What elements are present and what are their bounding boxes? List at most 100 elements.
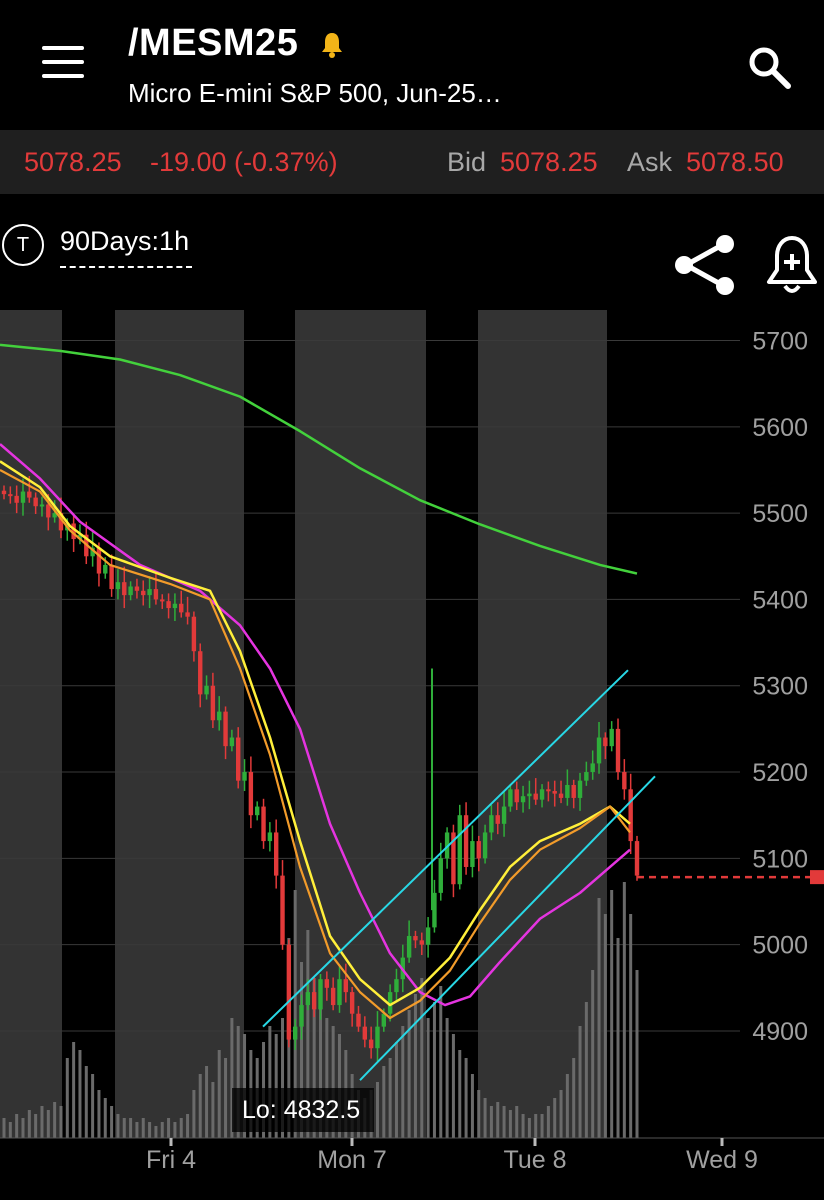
volume-bar xyxy=(337,1034,341,1138)
candle xyxy=(571,784,576,798)
volume-bar xyxy=(154,1126,158,1138)
candle xyxy=(438,858,443,893)
volume-bar xyxy=(325,1018,329,1138)
search-icon[interactable] xyxy=(746,44,792,90)
candle xyxy=(508,789,513,807)
y-tick-label: 5700 xyxy=(752,328,808,356)
volume-bar xyxy=(173,1122,177,1138)
volume-bar xyxy=(72,1042,76,1138)
candle xyxy=(444,832,450,859)
y-tick-label: 5200 xyxy=(752,759,808,787)
candle xyxy=(153,589,159,600)
volume-bar xyxy=(293,890,297,1138)
candle xyxy=(356,1013,361,1027)
candle xyxy=(533,793,538,800)
candle xyxy=(90,547,95,557)
symbol-description: Micro E-mini S&P 500, Jun-25… xyxy=(128,78,502,108)
volume-bar xyxy=(148,1122,152,1138)
volume-bar xyxy=(394,1042,398,1138)
y-tick-label: 5500 xyxy=(752,500,808,528)
volume-bar xyxy=(540,1114,544,1138)
chart-style-button[interactable]: T xyxy=(2,224,44,266)
candle xyxy=(362,1026,368,1040)
volume-bar xyxy=(597,898,601,1138)
volume-bar xyxy=(319,994,322,1138)
candle xyxy=(292,1026,298,1040)
timeframe-selector[interactable]: 90Days:1h xyxy=(60,226,190,256)
volume-bar xyxy=(413,994,417,1138)
symbol-title[interactable]: /MESM25 xyxy=(128,22,299,64)
candle xyxy=(204,685,209,695)
y-tick-label: 5000 xyxy=(752,932,808,960)
candle xyxy=(160,599,165,602)
low-label-text: Lo: 4832.5 xyxy=(242,1096,360,1124)
volume-bar xyxy=(464,1058,468,1138)
candle xyxy=(470,841,475,867)
candle xyxy=(248,772,254,816)
candle xyxy=(406,936,412,958)
channel-lower-line xyxy=(359,775,656,1081)
volume-bar xyxy=(78,1050,82,1138)
volume-bar xyxy=(281,1018,285,1138)
candle xyxy=(286,944,292,1040)
bell-icon xyxy=(322,33,342,58)
volume-bar xyxy=(2,1118,6,1138)
candle xyxy=(166,601,171,609)
price-chart[interactable]: 5700 5600 5500 5400 5300 5200 5100 5000 4900 Fri… xyxy=(0,310,824,1200)
candle xyxy=(299,1005,304,1027)
volume-bar xyxy=(224,1058,228,1138)
candle xyxy=(349,992,355,1014)
candle xyxy=(255,806,260,816)
ema-line-yellow xyxy=(0,460,631,1007)
candle xyxy=(141,590,146,596)
volume-bar xyxy=(312,978,316,1138)
sma-line-green xyxy=(0,343,638,575)
candle xyxy=(432,892,437,928)
candle xyxy=(96,547,102,574)
hamburger-menu-icon[interactable] xyxy=(42,46,86,82)
volume-bar xyxy=(584,1002,588,1138)
candle xyxy=(8,494,13,497)
volume-bar xyxy=(578,1026,582,1138)
volume-bar xyxy=(300,962,304,1138)
candle xyxy=(603,737,608,747)
candle xyxy=(482,832,488,859)
candle xyxy=(223,711,228,747)
volume-bar xyxy=(610,890,614,1138)
candle xyxy=(337,979,342,1006)
volume-bar xyxy=(167,1118,171,1138)
candle xyxy=(147,589,152,596)
candle xyxy=(419,940,424,945)
volume-bar xyxy=(546,1106,550,1138)
candle xyxy=(71,523,76,540)
volume-bar xyxy=(129,1118,133,1138)
volume-bar xyxy=(635,970,639,1138)
bell-plus-icon[interactable] xyxy=(764,234,820,296)
volume-bar xyxy=(451,1034,455,1138)
volume-bar xyxy=(103,1098,107,1138)
candle xyxy=(413,936,418,941)
volume-bar xyxy=(91,1074,95,1138)
candle xyxy=(134,586,140,591)
volume-bar xyxy=(40,1106,44,1138)
ask-price: 5078.50 xyxy=(686,147,784,177)
candle xyxy=(1,490,7,495)
volume-bar xyxy=(407,1010,411,1138)
candle xyxy=(39,504,45,507)
candle xyxy=(546,789,551,792)
x-tick-label: Mon 7 xyxy=(317,1146,386,1174)
current-price-marker xyxy=(810,870,824,885)
volume-bar xyxy=(21,1118,25,1138)
candle xyxy=(387,992,393,1014)
candle xyxy=(122,582,127,596)
candle xyxy=(368,1039,374,1049)
candle xyxy=(267,832,273,842)
timeframe-underline xyxy=(60,266,192,268)
volume-bar xyxy=(306,930,310,1138)
volume-bar xyxy=(110,1106,114,1138)
candle xyxy=(451,832,456,885)
share-icon[interactable] xyxy=(672,234,738,296)
volume-bar xyxy=(553,1098,557,1138)
candle xyxy=(425,927,431,945)
candle xyxy=(324,979,330,988)
